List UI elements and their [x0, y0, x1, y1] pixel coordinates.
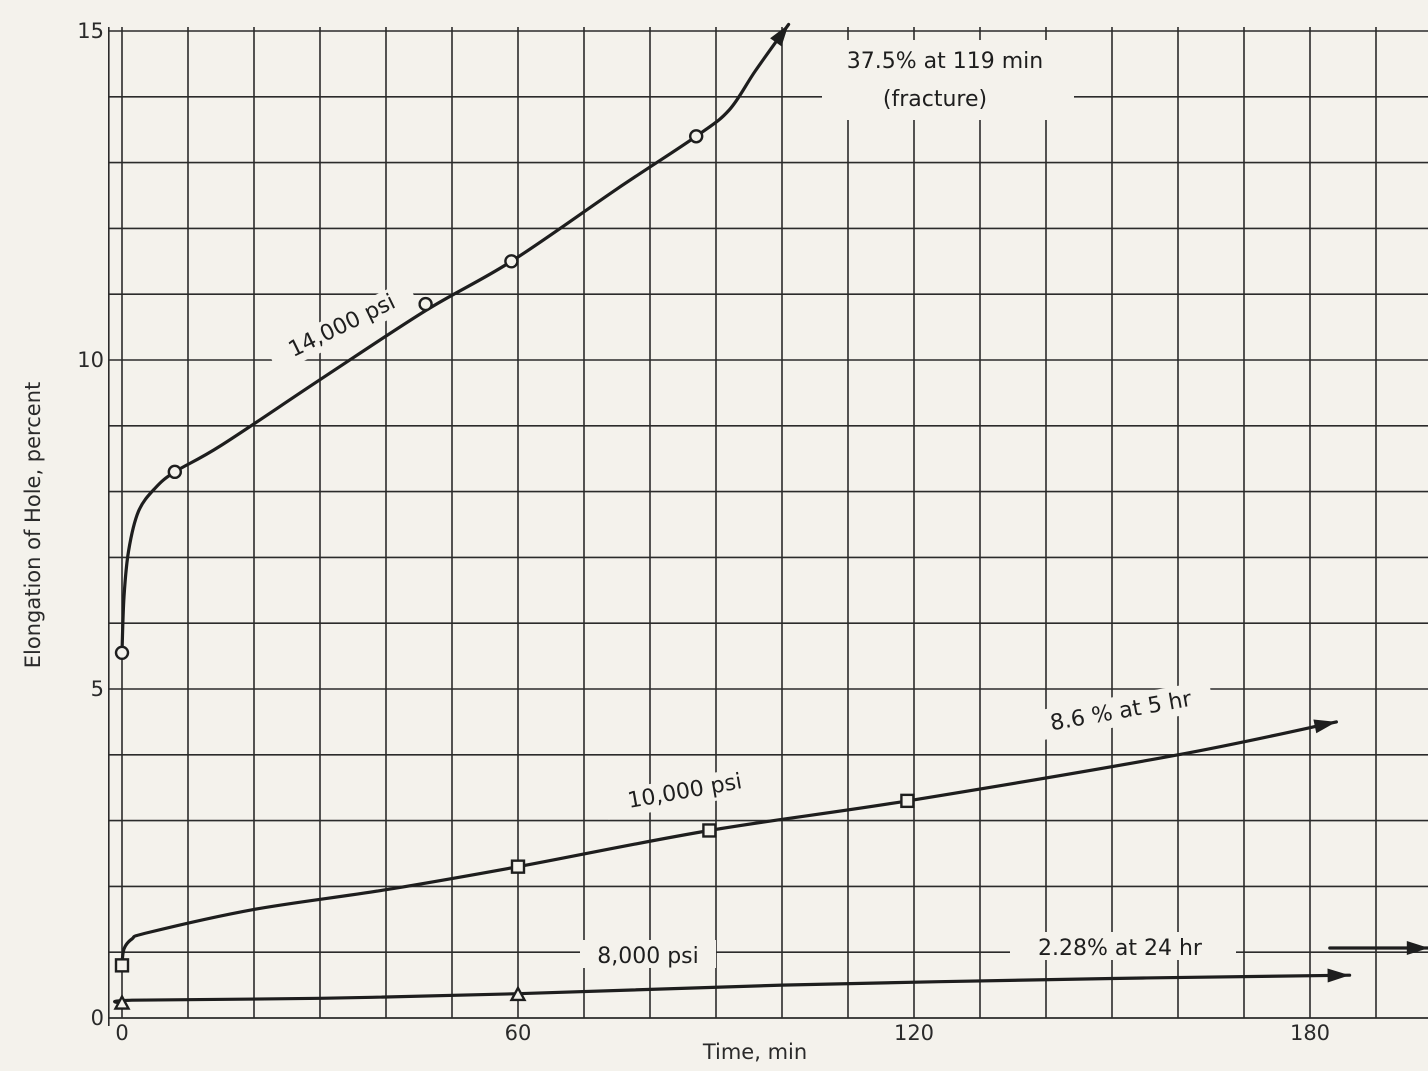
series-label-8000: 8,000 psi — [580, 940, 716, 969]
curve-14000-psi — [120, 22, 791, 655]
data-point-square — [900, 793, 915, 809]
curve-10000-psi-arrowhead — [1313, 719, 1337, 734]
data-point-square — [702, 823, 717, 838]
data-markers — [113, 129, 915, 1010]
annotation-fracture-sub: (fracture) — [883, 87, 987, 112]
x-tick-label: 60 — [505, 1021, 532, 1045]
data-point-circle — [504, 254, 519, 269]
gridlines — [108, 27, 1428, 1026]
curve-8000-psi — [113, 973, 1352, 1006]
data-point-circle — [418, 296, 433, 312]
curve-8000-psi-arrowhead — [1327, 968, 1350, 983]
x-tick-label: 120 — [894, 1021, 934, 1045]
data-point-circle — [167, 464, 183, 480]
data-point-triangle — [509, 985, 527, 1002]
y-tick-label: 15 — [77, 19, 104, 43]
curve-14000-psi-arrowhead — [770, 24, 789, 47]
curve-10000-psi — [120, 720, 1338, 967]
x-tick-label: 0 — [115, 1021, 128, 1045]
y-tick-label: 0 — [91, 1006, 104, 1030]
data-curves — [113, 22, 1428, 1006]
series-name-8000: 8,000 psi — [597, 944, 699, 969]
y-tick-label: 5 — [91, 677, 104, 701]
annotation-fracture-main: 37.5% at 119 min — [847, 49, 1043, 74]
y-axis-title: Elongation of Hole, percent — [21, 382, 45, 668]
y-tick-label: 10 — [77, 348, 104, 372]
annotation-8000: 2.28% at 24 hr — [1010, 932, 1236, 961]
x-tick-label: 180 — [1290, 1021, 1330, 1045]
tick-labels: 0 60 120 180 0 5 10 15 — [77, 19, 1330, 1045]
data-point-circle — [114, 645, 130, 661]
data-point-square — [114, 958, 130, 973]
annotation-8000-text: 2.28% at 24 hr — [1038, 936, 1203, 961]
x-axis-title: Time, min — [702, 1040, 807, 1064]
data-point-triangle — [113, 994, 131, 1010]
annotation-8000-leader-arrowhead — [1406, 941, 1428, 955]
data-point-circle — [689, 129, 704, 144]
data-point-square — [510, 859, 526, 874]
annotation-fracture: 37.5% at 119 min (fracture) — [822, 40, 1074, 120]
